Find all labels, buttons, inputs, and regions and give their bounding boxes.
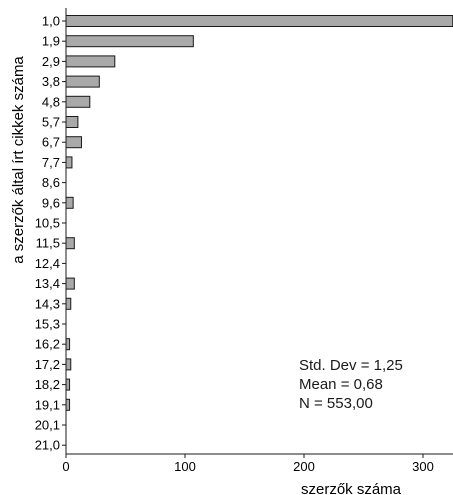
x-tick-label: 100 <box>174 459 196 474</box>
bar <box>65 15 453 27</box>
bar <box>65 156 73 169</box>
y-tick-label: 18,2 <box>35 377 60 392</box>
y-tick-label: 19,1 <box>35 397 60 412</box>
stats-box: Std. Dev = 1,25 Mean = 0,68 N = 553,00 <box>299 356 403 413</box>
y-tick-label: 2,9 <box>42 54 60 69</box>
y-tick-label: 1,9 <box>42 34 60 49</box>
y-tick-label: 6,7 <box>42 135 60 150</box>
y-axis-title: a szerzők által írt cikkek száma <box>10 56 27 264</box>
y-tick-label: 14,3 <box>35 296 60 311</box>
y-tick-label: 12,4 <box>35 256 60 271</box>
bar <box>65 378 71 391</box>
x-tick-label: 0 <box>62 459 69 474</box>
bar <box>65 398 71 411</box>
bar <box>65 55 116 68</box>
y-tick-label: 3,8 <box>42 74 60 89</box>
x-tick-label: 200 <box>293 459 315 474</box>
bar <box>65 358 72 371</box>
std-dev-text: Std. Dev = 1,25 <box>299 357 403 374</box>
n-text: N = 553,00 <box>299 395 373 412</box>
bar <box>65 136 82 149</box>
bar <box>65 95 91 108</box>
bar <box>65 237 75 250</box>
bar <box>65 116 79 128</box>
y-tick-labels: 1,0 1,9 2,9 3,8 4,8 5,7 6,7 7,7 8,6 9,6 10,5 11,5 12… <box>35 14 66 453</box>
y-tick-label: 15,3 <box>35 317 60 332</box>
y-tick-label: 17,2 <box>35 357 60 372</box>
bar <box>65 196 74 209</box>
mean-text: Mean = 0,68 <box>299 376 383 393</box>
x-axis-title: szerzők száma <box>301 481 402 495</box>
y-tick-label: 20,1 <box>35 418 60 433</box>
y-tick-label: 11,5 <box>36 236 60 251</box>
y-tick-label: 16,2 <box>35 337 60 352</box>
y-tick-label: 7,7 <box>42 155 60 170</box>
y-tick-label: 9,6 <box>42 195 60 210</box>
bar <box>65 277 75 290</box>
bar <box>65 35 194 48</box>
x-ticks: 0 100 200 300 <box>62 454 434 474</box>
bar <box>65 297 72 310</box>
bar <box>65 338 71 351</box>
y-tick-label: 8,6 <box>42 175 60 190</box>
bars-group <box>65 15 453 411</box>
x-tick-label: 300 <box>412 459 434 474</box>
y-tick-label: 4,8 <box>42 94 60 109</box>
bar <box>65 75 100 88</box>
y-tick-label: 5,7 <box>42 115 60 130</box>
y-tick-label: 13,4 <box>35 276 60 291</box>
y-tick-label: 1,0 <box>42 14 60 29</box>
y-tick-label: 10,5 <box>35 216 60 231</box>
y-tick-label: 21,0 <box>35 438 60 453</box>
